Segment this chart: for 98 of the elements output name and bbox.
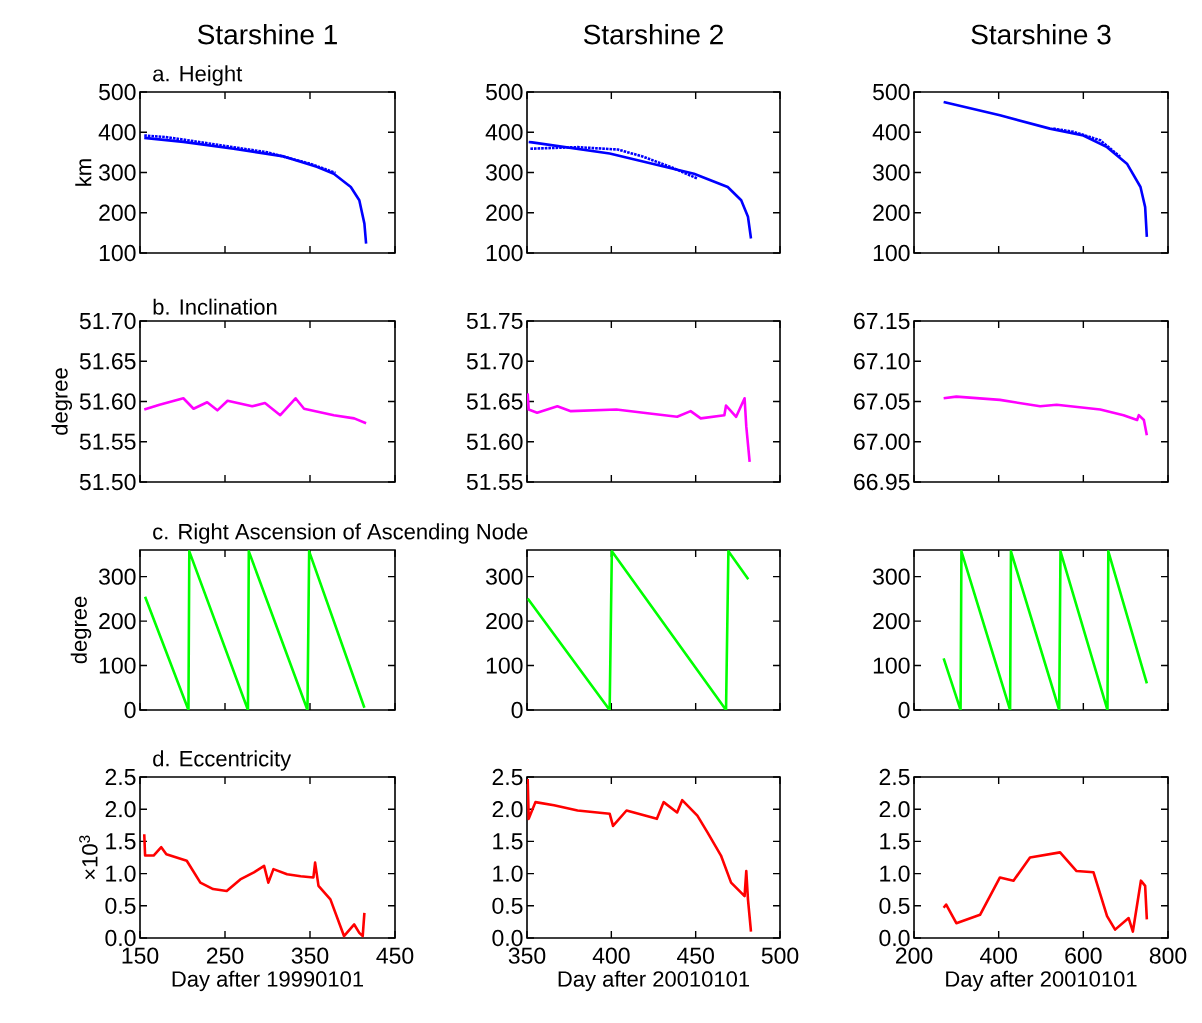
chart-title: Starshine 3	[971, 23, 1111, 45]
y-axis-title: ×10$^{3}$	[79, 835, 98, 880]
line-series	[143, 550, 366, 710]
y-tick-label: 51.55	[79, 433, 136, 450]
y-tick-label: 100	[486, 244, 523, 262]
x-tick-label: 250	[206, 947, 244, 964]
x-tick-label: 600	[1065, 947, 1102, 964]
y-tick-label: 51.55	[466, 473, 523, 491]
y-tick-label: 51.75	[466, 312, 523, 330]
y-tick-label: 200	[99, 204, 136, 221]
y-tick-label: 0.0	[105, 929, 136, 947]
chart-subtitle: a. Height	[153, 65, 243, 86]
y-tick-label: 1.0	[106, 865, 136, 882]
y-tick-label: 51.65	[79, 353, 136, 370]
x-tick-label: 350	[508, 947, 546, 964]
line-series	[527, 392, 751, 464]
line-series	[942, 395, 1149, 437]
y-tick-label: 2.5	[492, 768, 523, 786]
y-tick-label: 51.60	[79, 393, 136, 410]
x-axis-title: Day after 20010101	[558, 970, 750, 992]
y-tick-label: 500	[486, 83, 523, 101]
y-tick-label: 400	[485, 124, 523, 141]
line-series	[142, 833, 366, 938]
line-series	[142, 396, 368, 425]
y-tick-label: 0.0	[492, 929, 523, 947]
y-tick-label: 0.5	[492, 897, 523, 914]
y-tick-label: 300	[98, 164, 136, 181]
chart-subtitle: d. Eccentricity	[153, 750, 292, 771]
line-series	[527, 777, 753, 933]
y-tick-label: 2.0	[879, 801, 910, 818]
y-tick-label: 300	[872, 568, 910, 585]
x-tick-label: 400	[592, 947, 630, 964]
y-tick-label: 1.5	[880, 833, 910, 850]
y-axis-title: degree	[51, 368, 73, 435]
x-tick-label: 500	[761, 947, 799, 964]
y-tick-label: 2.5	[879, 768, 910, 786]
y-tick-label: 200	[486, 204, 523, 221]
y-tick-label: 0.0	[879, 929, 910, 947]
y-tick-label: 51.70	[466, 353, 523, 370]
y-tick-label: 67.15	[854, 312, 910, 330]
chart-title: Starshine 1	[197, 23, 337, 45]
y-tick-label: 100	[873, 244, 910, 262]
y-tick-label: 67.00	[854, 433, 910, 450]
y-tick-label: 1.0	[493, 865, 523, 882]
x-tick-label: 800	[1149, 947, 1187, 964]
x-tick-label: 200	[895, 947, 933, 964]
y-tick-label: 67.10	[854, 353, 910, 370]
y-tick-label: 0	[898, 701, 910, 719]
y-tick-label: 2.0	[492, 801, 523, 818]
chart-subtitle: c. Right Ascension of Ascending Node	[153, 523, 528, 544]
line-series	[1051, 127, 1122, 159]
y-tick-label: 200	[99, 612, 136, 630]
chart-subtitle: b. Inclination	[153, 298, 277, 315]
x-tick-label: 400	[980, 947, 1017, 964]
y-tick-label: 0	[124, 701, 136, 719]
y-tick-label: 500	[873, 83, 910, 101]
y-tick-label: 51.60	[466, 433, 523, 450]
y-tick-label: 67.05	[854, 393, 910, 410]
line-series	[942, 100, 1149, 239]
x-tick-label: 450	[677, 947, 714, 964]
chart-title: Starshine 2	[583, 23, 723, 45]
line-series	[942, 851, 1149, 933]
y-axis-title: km	[75, 159, 92, 186]
x-tick-label: 350	[291, 947, 329, 964]
y-tick-label: 300	[485, 164, 523, 181]
y-tick-label: 66.95	[854, 473, 910, 491]
y-tick-label: 400	[872, 124, 910, 141]
y-tick-label: 2.0	[105, 801, 136, 818]
line-series	[527, 550, 750, 710]
y-tick-label: 500	[99, 83, 136, 101]
y-tick-label: 51.50	[79, 473, 136, 491]
y-tick-label: 1.0	[880, 865, 910, 882]
y-tick-label: 51.65	[466, 393, 523, 410]
x-axis-title: Day after 20010101	[946, 970, 1137, 992]
y-tick-label: 100	[99, 244, 136, 262]
y-tick-label: 200	[873, 204, 910, 221]
y-tick-label: 300	[485, 568, 523, 585]
x-tick-label: 450	[376, 947, 414, 964]
y-axis-title: degree	[70, 596, 92, 664]
x-tick-label: 150	[122, 947, 159, 964]
y-tick-label: 0.5	[879, 897, 910, 914]
y-tick-label: 1.5	[106, 833, 136, 850]
x-axis-title: Day after 19990101	[172, 970, 364, 992]
y-tick-label: 100	[486, 657, 523, 674]
y-tick-label: 200	[486, 612, 523, 630]
y-tick-label: 100	[99, 657, 136, 674]
y-tick-label: 0.5	[105, 897, 136, 914]
line-series	[942, 550, 1149, 710]
y-tick-label: 200	[873, 612, 910, 630]
line-series	[527, 140, 753, 240]
y-tick-label: 400	[98, 124, 136, 141]
y-tick-label: 100	[873, 657, 910, 674]
y-tick-label: 2.5	[105, 768, 136, 786]
y-tick-label: 51.70	[79, 312, 136, 330]
y-tick-label: 300	[872, 164, 910, 181]
y-tick-label: 0	[511, 701, 523, 719]
y-tick-label: 300	[98, 568, 136, 585]
y-tick-label: 1.5	[493, 833, 523, 850]
